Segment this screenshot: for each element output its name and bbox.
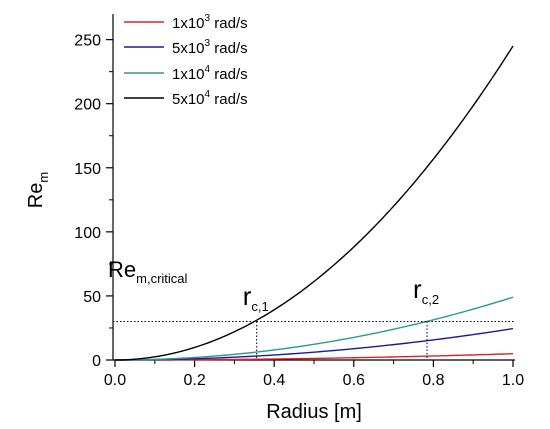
legend-entry: 5x104 rad/s: [172, 89, 248, 108]
critical-label: Rem,critical: [108, 257, 188, 286]
x-tick-label: 0.6: [343, 372, 365, 389]
y-tick-label: 0: [92, 353, 101, 370]
marker-label: rc,2: [413, 274, 439, 307]
series-line: [114, 45, 514, 361]
x-tick-label: 0.8: [422, 372, 444, 389]
axes: 0.0 0.2 0.4 0.6 0.8 1.0 0 50 100 150 200 250 Radius …: [25, 14, 524, 423]
series-line: [115, 296, 514, 361]
y-tick-label: 200: [74, 97, 101, 114]
series-group: [114, 45, 514, 361]
series-line: [115, 327, 514, 361]
y-axis-title: Rem: [25, 172, 51, 208]
x-tick-label: 0.2: [183, 372, 205, 389]
y-tick-label: 100: [74, 225, 101, 242]
x-tick-label: 0.0: [104, 372, 126, 389]
x-axis-title: Radius [m]: [266, 401, 362, 423]
y-tick-label: 250: [74, 33, 101, 50]
marker-label: rc,1: [243, 281, 269, 314]
legend-entry: 1x104 rad/s: [172, 64, 248, 83]
legend-entry: 5x103 rad/s: [172, 38, 248, 57]
y-tick-label: 50: [83, 289, 101, 306]
legend-entry: 1x103 rad/s: [172, 13, 248, 32]
legend: 1x103 rad/s 5x103 rad/s 1x104 rad/s 5x104 r…: [124, 13, 248, 108]
y-tick-label: 150: [74, 161, 101, 178]
x-tick-label: 1.0: [502, 372, 524, 389]
x-tick-label: 0.4: [263, 372, 285, 389]
annotations: Rem,critical rc,1 rc,2: [108, 257, 515, 360]
